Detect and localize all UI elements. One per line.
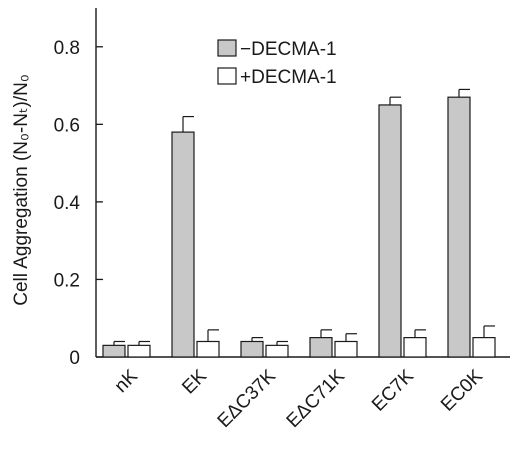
y-tick-label: 0: [69, 348, 80, 369]
axes: [95, 8, 510, 358]
bar: [127, 344, 151, 358]
bar: [196, 340, 220, 358]
bar: [378, 104, 402, 358]
bars-group: [102, 88, 496, 358]
legend-label: −DECMA-1: [240, 39, 337, 60]
category-label: nK: [111, 365, 143, 397]
y-tick-label: 0.2: [54, 270, 80, 291]
y-tick-label: 0.6: [54, 115, 80, 136]
category-label: EΔC71K: [283, 365, 350, 432]
bar: [102, 344, 126, 358]
bar: [334, 340, 358, 358]
y-axis-title: Cell Aggregation (N₀-Nₜ)/N₀: [11, 74, 32, 306]
category-label: EΔC37K: [214, 365, 281, 432]
y-tick-label: 0.8: [54, 38, 80, 59]
legend: −DECMA-1 +DECMA-1: [217, 39, 337, 88]
y-tick-label: 0.4: [54, 193, 81, 214]
legend-swatch: [217, 39, 237, 57]
bar: [447, 96, 471, 358]
bar: [309, 337, 333, 358]
legend-label: +DECMA-1: [240, 67, 337, 88]
bar: [171, 131, 195, 358]
category-labels: nK EK EΔC37K EΔC71K EC7K EC0K: [111, 365, 488, 432]
legend-swatch: [217, 67, 237, 85]
category-label: EK: [178, 365, 211, 398]
category-label: EC0K: [437, 365, 487, 415]
bar: [240, 340, 264, 358]
bar: [403, 337, 427, 358]
category-label: EC7K: [368, 365, 418, 415]
bar: [265, 344, 289, 358]
y-ticks: 0 0.2 0.4 0.6 0.8: [54, 38, 103, 369]
bar: [472, 337, 496, 358]
